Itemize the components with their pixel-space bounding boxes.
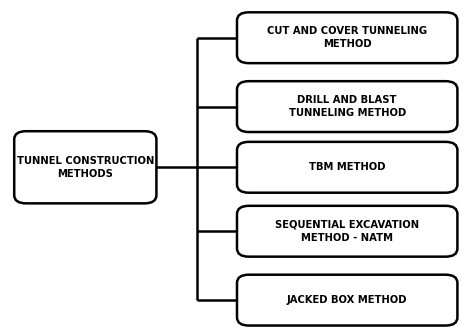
Text: JACKED BOX METHOD: JACKED BOX METHOD <box>287 295 408 305</box>
FancyBboxPatch shape <box>14 131 156 203</box>
Text: TBM METHOD: TBM METHOD <box>309 162 385 172</box>
FancyBboxPatch shape <box>237 12 457 63</box>
FancyBboxPatch shape <box>237 81 457 132</box>
FancyBboxPatch shape <box>237 275 457 325</box>
FancyBboxPatch shape <box>237 142 457 193</box>
Text: DRILL AND BLAST
TUNNELING METHOD: DRILL AND BLAST TUNNELING METHOD <box>289 95 406 118</box>
Text: CUT AND COVER TUNNELING
METHOD: CUT AND COVER TUNNELING METHOD <box>267 26 427 49</box>
Text: SEQUENTIAL EXCAVATION
METHOD - NATM: SEQUENTIAL EXCAVATION METHOD - NATM <box>275 220 419 243</box>
FancyBboxPatch shape <box>237 206 457 256</box>
Text: TUNNEL CONSTRUCTION
METHODS: TUNNEL CONSTRUCTION METHODS <box>17 156 154 179</box>
